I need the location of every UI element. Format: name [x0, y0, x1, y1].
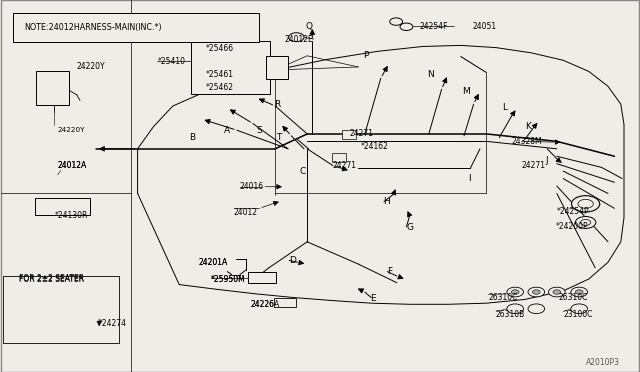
- Text: 24254F: 24254F: [419, 22, 448, 31]
- Text: P: P: [364, 51, 369, 60]
- Text: K: K: [525, 122, 531, 131]
- Circle shape: [580, 219, 591, 225]
- FancyBboxPatch shape: [274, 298, 296, 307]
- FancyBboxPatch shape: [266, 56, 288, 79]
- Circle shape: [532, 290, 540, 294]
- FancyBboxPatch shape: [248, 272, 276, 283]
- Text: *25410: *25410: [158, 57, 186, 66]
- Circle shape: [528, 304, 545, 314]
- Text: 24012A: 24012A: [58, 161, 87, 170]
- Text: N: N: [428, 70, 435, 79]
- FancyBboxPatch shape: [3, 276, 119, 343]
- Text: G: G: [406, 223, 413, 232]
- Text: NOTE:24012HARNESS-MAIN(INC.*): NOTE:24012HARNESS-MAIN(INC.*): [24, 23, 162, 32]
- Text: E: E: [370, 294, 376, 303]
- FancyBboxPatch shape: [36, 71, 69, 105]
- Text: 26310B: 26310B: [496, 310, 525, 319]
- FancyBboxPatch shape: [35, 198, 90, 215]
- Text: *25466: *25466: [206, 44, 234, 53]
- Circle shape: [575, 217, 596, 228]
- Text: S: S: [257, 126, 262, 135]
- Text: *24200P: *24200P: [556, 222, 588, 231]
- Circle shape: [390, 18, 403, 25]
- Text: Q: Q: [305, 22, 312, 31]
- Text: R: R: [274, 100, 280, 109]
- Circle shape: [528, 287, 545, 297]
- Text: 24271: 24271: [333, 161, 357, 170]
- Circle shape: [578, 199, 593, 208]
- Text: *24162: *24162: [360, 142, 388, 151]
- Circle shape: [507, 287, 524, 297]
- Text: 23100C: 23100C: [563, 310, 593, 319]
- Text: A: A: [224, 126, 230, 135]
- Circle shape: [548, 287, 565, 297]
- Circle shape: [289, 33, 304, 42]
- Text: 24012A: 24012A: [58, 161, 87, 170]
- Text: T: T: [276, 133, 282, 142]
- Text: *25950M: *25950M: [211, 275, 246, 283]
- Circle shape: [511, 290, 519, 294]
- FancyBboxPatch shape: [332, 153, 346, 162]
- Text: B: B: [189, 133, 195, 142]
- Text: D: D: [289, 256, 296, 265]
- Text: 24271: 24271: [522, 161, 545, 170]
- Text: A2010P3: A2010P3: [586, 358, 620, 367]
- Text: F: F: [387, 267, 392, 276]
- Text: I: I: [468, 174, 471, 183]
- Text: C: C: [300, 167, 306, 176]
- Circle shape: [553, 290, 561, 294]
- Text: M: M: [462, 87, 470, 96]
- Circle shape: [507, 304, 524, 314]
- Text: 24201A: 24201A: [198, 258, 228, 267]
- Text: *25461: *25461: [206, 70, 234, 79]
- Circle shape: [571, 304, 588, 314]
- Text: *24130R: *24130R: [54, 211, 88, 220]
- Text: FOR 2±2 SEATER: FOR 2±2 SEATER: [19, 274, 84, 283]
- Text: 26310C: 26310C: [488, 293, 518, 302]
- Text: 26310C: 26310C: [558, 293, 588, 302]
- Text: 24016: 24016: [240, 182, 264, 191]
- Text: *24254P: *24254P: [557, 207, 589, 216]
- Circle shape: [575, 290, 583, 294]
- Text: H: H: [383, 197, 390, 206]
- Text: *25950M: *25950M: [211, 275, 246, 283]
- FancyBboxPatch shape: [342, 130, 356, 139]
- Text: 24226A: 24226A: [251, 300, 280, 309]
- FancyBboxPatch shape: [191, 41, 270, 94]
- Text: L: L: [502, 103, 507, 112]
- Text: *24274: *24274: [99, 319, 127, 328]
- Text: 24220Y: 24220Y: [58, 127, 85, 133]
- Text: 24220Y: 24220Y: [77, 62, 106, 71]
- Circle shape: [400, 23, 413, 31]
- Circle shape: [571, 287, 588, 297]
- Text: 24012: 24012: [234, 208, 258, 217]
- Circle shape: [572, 196, 600, 212]
- Text: 24328M: 24328M: [512, 137, 543, 146]
- FancyBboxPatch shape: [13, 13, 259, 42]
- Text: FOR 2±2 SEATER: FOR 2±2 SEATER: [19, 275, 84, 283]
- Text: 24226A: 24226A: [251, 300, 280, 309]
- Text: 24271: 24271: [349, 129, 374, 138]
- Text: 24012E: 24012E: [285, 35, 314, 44]
- Text: J: J: [546, 156, 548, 165]
- Text: *25462: *25462: [206, 83, 234, 92]
- Text: 24051: 24051: [472, 22, 497, 31]
- Text: 24201A: 24201A: [198, 258, 228, 267]
